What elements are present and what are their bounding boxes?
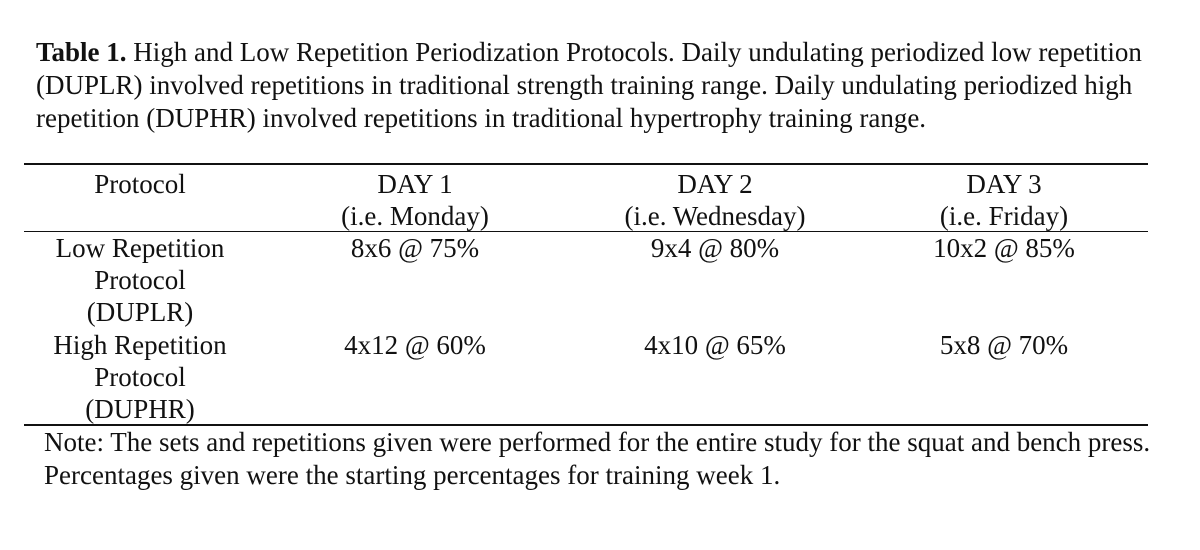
table-caption-text: High and Low Repetition Periodization Pr… xyxy=(36,37,1142,133)
header-day3-sub: (i.e. Friday) xyxy=(939,201,1069,231)
table-caption: Table 1. High and Low Repetition Periodi… xyxy=(36,36,1156,135)
row-low-day3: 10x2 @ 85% xyxy=(933,233,1075,263)
header-bottom-rule xyxy=(24,231,1148,232)
row-low-protocol-line3: (DUPLR) xyxy=(86,297,194,327)
header-day3: DAY 3 xyxy=(966,169,1042,199)
row-low-day1: 8x6 @ 75% xyxy=(350,233,480,263)
header-day2-sub: (i.e. Wednesday) xyxy=(624,201,806,231)
row-low-day2: 9x4 @ 80% xyxy=(650,233,780,263)
row-high-day2: 4x10 @ 65% xyxy=(644,330,786,360)
header-protocol: Protocol xyxy=(94,169,186,199)
table-top-rule xyxy=(24,163,1148,165)
row-low-protocol-line2: Protocol xyxy=(94,265,186,295)
row-high-day3: 5x8 @ 70% xyxy=(939,330,1069,360)
header-day1: DAY 1 xyxy=(377,169,453,199)
table-bottom-rule xyxy=(24,424,1148,426)
table-caption-label: Table 1. xyxy=(36,37,127,67)
header-day2: DAY 2 xyxy=(677,169,753,199)
row-high-day1: 4x12 @ 60% xyxy=(344,330,486,360)
table-note: Note: The sets and repetitions given wer… xyxy=(44,427,1151,490)
row-high-protocol-line3: (DUPHR) xyxy=(85,394,195,424)
header-day1-sub: (i.e. Monday) xyxy=(341,201,489,231)
row-high-protocol-line2: Protocol xyxy=(94,362,186,392)
row-high-protocol-line1: High Repetition xyxy=(53,330,227,360)
row-low-protocol-line1: Low Repetition xyxy=(55,233,225,263)
